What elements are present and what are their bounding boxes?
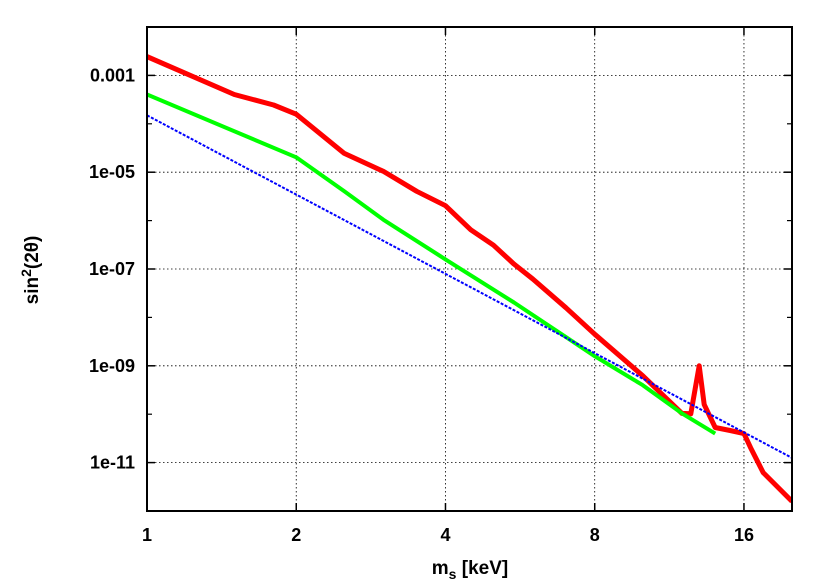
y-tick-label: 1e-11: [90, 453, 135, 473]
series-line-3: [147, 114, 792, 459]
x-tick-label: 2: [291, 525, 301, 545]
y-tick-label: 0.001: [90, 65, 135, 85]
y-tick-label: 1e-07: [89, 259, 135, 279]
x-tick-label: 8: [590, 525, 600, 545]
y-tick-label: 1e-09: [89, 356, 135, 376]
grid: [147, 27, 792, 511]
x-axis-label: ms [keV]: [432, 558, 508, 581]
tick-labels: 1 2 4 8 16 0.001 1e-05 1e-07 1e-09 1e-11: [89, 65, 754, 545]
x-tick-label: 4: [440, 525, 450, 545]
axis-ticks: [146, 26, 792, 512]
series-line-2: [147, 92, 717, 436]
plot-series: [147, 54, 792, 504]
y-tick-label: 1e-05: [89, 162, 135, 182]
x-tick-label: 1: [142, 525, 152, 545]
series-line-1: [147, 54, 792, 504]
x-tick-label: 16: [734, 525, 754, 545]
y-axis-label: sin2(2θ): [18, 236, 43, 305]
